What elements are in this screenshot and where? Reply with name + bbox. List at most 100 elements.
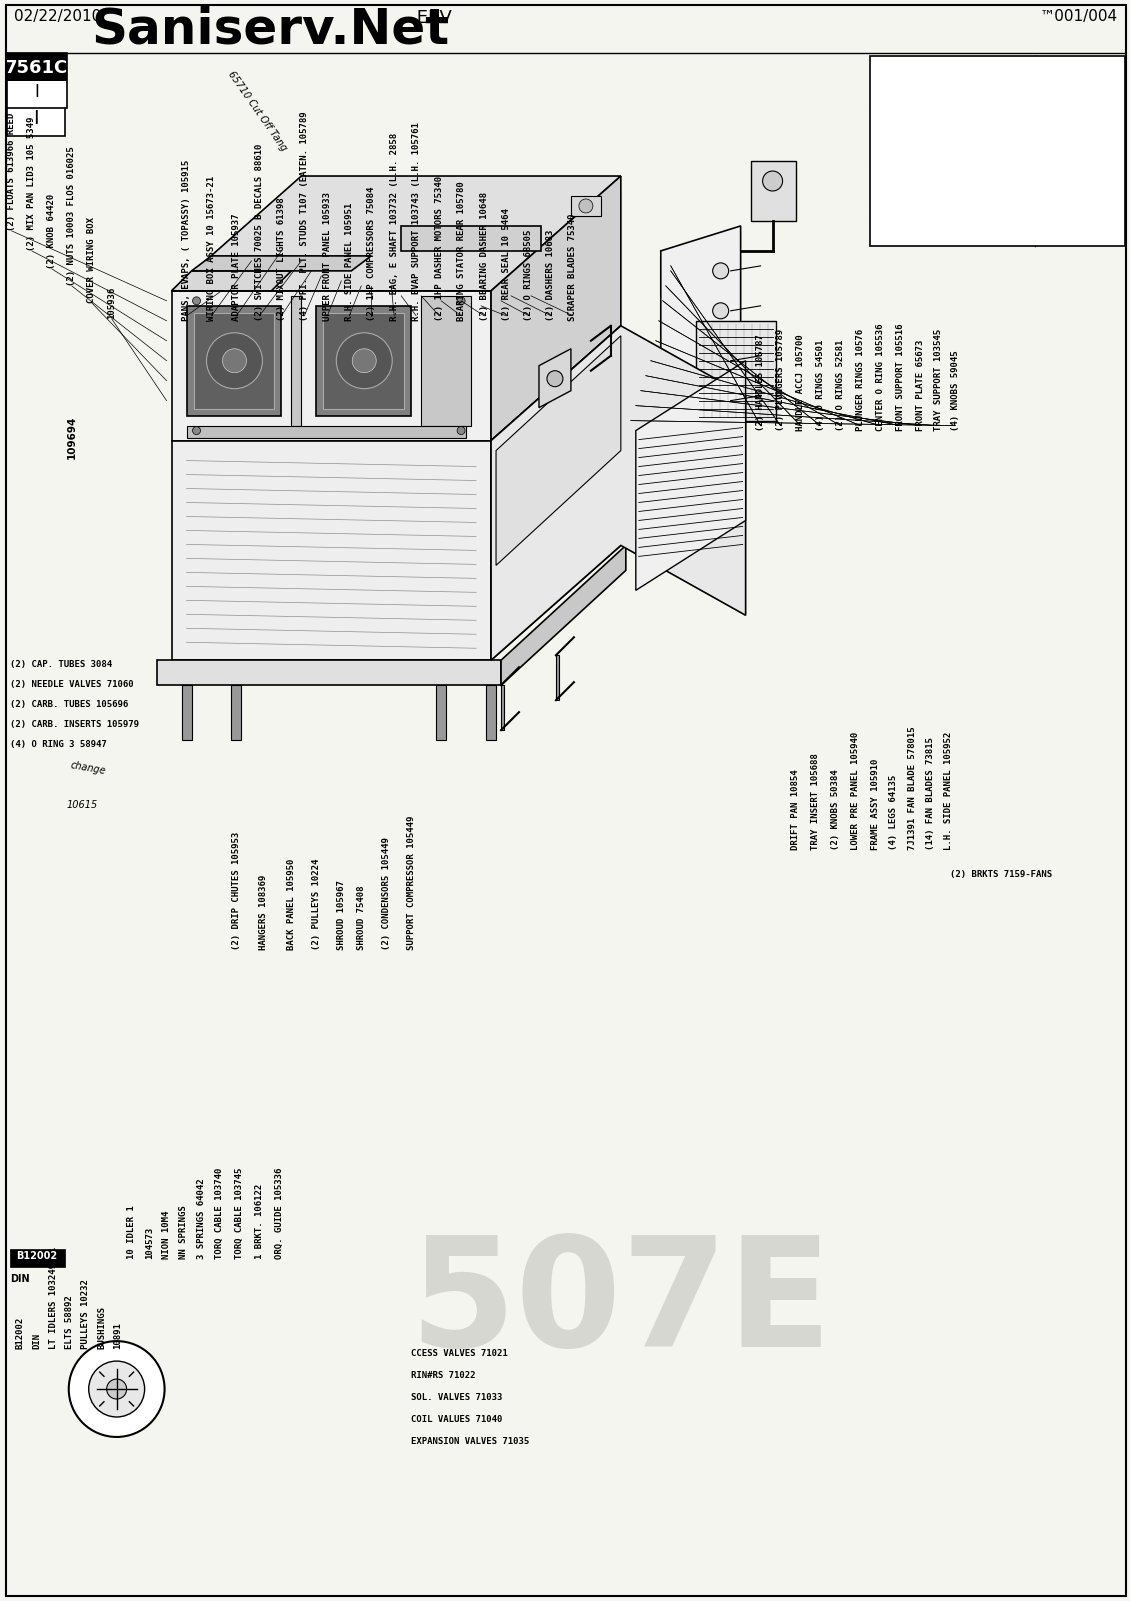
Bar — [436, 685, 446, 740]
Text: (2) PLUNGERS 105789: (2) PLUNGERS 105789 — [776, 328, 785, 431]
Text: ADAPTOR PLATE 105937: ADAPTOR PLATE 105937 — [232, 213, 241, 320]
Text: TORQ CABLE 103740: TORQ CABLE 103740 — [215, 1167, 224, 1260]
Polygon shape — [492, 176, 620, 440]
Text: R.H. EVAP SUPPORT 103743 (L.H. 105761: R.H. EVAP SUPPORT 103743 (L.H. 105761 — [411, 122, 420, 320]
Text: PULLEYS 10232: PULLEYS 10232 — [81, 1279, 90, 1350]
Text: (2) O RINGS 68505: (2) O RINGS 68505 — [524, 229, 533, 320]
Bar — [186, 426, 466, 437]
Text: 7561C: 7561C — [6, 59, 69, 77]
Text: (2) 1HP COMPRESSORS 75084: (2) 1HP COMPRESSORS 75084 — [367, 186, 376, 320]
Polygon shape — [172, 291, 492, 440]
Bar — [232, 685, 242, 740]
Text: SANI-SERV: SANI-SERV — [894, 61, 1011, 80]
Polygon shape — [501, 546, 626, 685]
Text: (2) DRIP CHUTES 105953: (2) DRIP CHUTES 105953 — [232, 831, 241, 949]
Text: TRAY SUPPORT 103545: TRAY SUPPORT 103545 — [933, 328, 942, 431]
Bar — [571, 195, 601, 216]
Text: 10891: 10891 — [113, 1322, 122, 1350]
Bar — [750, 162, 796, 221]
Text: I: I — [33, 109, 38, 128]
Text: (2) NUTS 10003 FLOS 016025: (2) NUTS 10003 FLOS 016025 — [68, 146, 76, 287]
Circle shape — [713, 303, 729, 319]
Bar — [186, 306, 281, 416]
Circle shape — [713, 263, 729, 279]
Polygon shape — [172, 271, 292, 291]
Text: (4) O RINGS 54501: (4) O RINGS 54501 — [816, 339, 825, 431]
Text: SCRAPER BLADES 75340: SCRAPER BLADES 75340 — [568, 213, 577, 320]
Text: FRAME ASSY 105910: FRAME ASSY 105910 — [871, 759, 880, 850]
Text: R.H. BAG, E SHAFT 103732 (L.H. 2858: R.H. BAG, E SHAFT 103732 (L.H. 2858 — [390, 133, 399, 320]
Text: ™001/004: ™001/004 — [1040, 10, 1118, 24]
Text: PLUNGER RINGS 10576: PLUNGER RINGS 10576 — [855, 328, 864, 431]
Bar — [696, 320, 775, 421]
Text: (2) DASHERS 10683: (2) DASHERS 10683 — [547, 229, 556, 320]
Text: DIN: DIN — [10, 1274, 29, 1284]
Bar — [323, 312, 405, 408]
Text: BUSHINGS: BUSHINGS — [97, 1306, 106, 1350]
Text: 10 IDLER 1: 10 IDLER 1 — [128, 1206, 136, 1260]
Polygon shape — [636, 360, 746, 591]
Text: I: I — [34, 83, 40, 101]
Text: CENTER O RING 105536: CENTER O RING 105536 — [876, 323, 885, 431]
Text: (2) KNOBS 50384: (2) KNOBS 50384 — [831, 770, 840, 850]
Text: 3 SPRINGS 64042: 3 SPRINGS 64042 — [197, 1178, 206, 1260]
Text: 507E: 507E — [409, 1230, 833, 1378]
Polygon shape — [496, 336, 620, 565]
Text: (2) CARB. INSERTS 105979: (2) CARB. INSERTS 105979 — [10, 720, 139, 728]
Circle shape — [89, 1361, 145, 1417]
Text: B12002: B12002 — [16, 1252, 58, 1262]
Text: (2) REAR SEAL 10 5464: (2) REAR SEAL 10 5464 — [502, 208, 511, 320]
Bar — [182, 685, 192, 740]
Text: HANDLE ACCJ 105700: HANDLE ACCJ 105700 — [796, 335, 805, 431]
Text: REV  4-11-95: REV 4-11-95 — [916, 167, 989, 176]
Circle shape — [713, 392, 729, 408]
Text: (4) KNOBS 59045: (4) KNOBS 59045 — [950, 351, 959, 431]
Polygon shape — [172, 440, 492, 660]
Text: 109694: 109694 — [67, 416, 77, 459]
Polygon shape — [192, 256, 372, 271]
Bar — [7, 53, 67, 109]
Text: 105936: 105936 — [107, 287, 116, 319]
Text: NN SPRINGS: NN SPRINGS — [179, 1206, 188, 1260]
Text: 65710 Cut Off Tang: 65710 Cut Off Tang — [226, 69, 289, 152]
Text: DIN: DIN — [33, 1334, 42, 1350]
Text: NION 10M4: NION 10M4 — [162, 1210, 171, 1260]
Text: EXPLODED VIEW: EXPLODED VIEW — [901, 112, 1005, 125]
Text: 10615: 10615 — [67, 800, 98, 810]
Text: ELTS 58892: ELTS 58892 — [66, 1295, 75, 1350]
Text: 7J1391 FAN BLADE 578015: 7J1391 FAN BLADE 578015 — [907, 727, 916, 850]
Text: FRONT PLATE 65673: FRONT PLATE 65673 — [915, 339, 924, 431]
Text: RIN#RS 71022: RIN#RS 71022 — [411, 1370, 476, 1380]
Text: TORQ CABLE 103745: TORQ CABLE 103745 — [235, 1167, 244, 1260]
Text: WIRING BOX ASSY 10 15673-21: WIRING BOX ASSY 10 15673-21 — [207, 176, 216, 320]
Polygon shape — [492, 325, 620, 660]
Polygon shape — [539, 349, 571, 408]
Circle shape — [458, 296, 466, 304]
Text: ORQ. GUIDE 105336: ORQ. GUIDE 105336 — [275, 1167, 284, 1260]
Circle shape — [192, 296, 200, 304]
Text: SHROUD 75408: SHROUD 75408 — [357, 885, 366, 949]
Text: (2) O RINGS 52581: (2) O RINGS 52581 — [836, 339, 845, 431]
Text: HANGERS 108369: HANGERS 108369 — [259, 874, 268, 949]
Text: change: change — [70, 760, 107, 776]
Text: 7561C: 7561C — [1060, 167, 1101, 179]
Polygon shape — [157, 660, 501, 685]
Circle shape — [458, 426, 466, 434]
Circle shape — [353, 349, 376, 373]
Text: TRAY INSERT 105688: TRAY INSERT 105688 — [811, 752, 820, 850]
Bar — [501, 685, 504, 730]
Text: ERV: ERV — [411, 10, 452, 27]
Text: (2) KNOB 64420: (2) KNOB 64420 — [47, 194, 56, 269]
Circle shape — [547, 371, 563, 387]
Polygon shape — [492, 325, 746, 660]
Circle shape — [223, 349, 246, 373]
Bar — [193, 312, 275, 408]
Circle shape — [763, 171, 783, 191]
Text: SUPPORT COMPRESSOR 105449: SUPPORT COMPRESSOR 105449 — [407, 815, 416, 949]
Text: LT IDLERS 103249-01: LT IDLERS 103249-01 — [50, 1247, 59, 1350]
Bar — [10, 1249, 64, 1268]
Bar — [870, 56, 1125, 247]
Polygon shape — [661, 226, 740, 445]
Text: (2) 1HP DASHER MOTORS 75340: (2) 1HP DASHER MOTORS 75340 — [435, 176, 444, 320]
Text: BACK PANEL 105950: BACK PANEL 105950 — [287, 858, 296, 949]
